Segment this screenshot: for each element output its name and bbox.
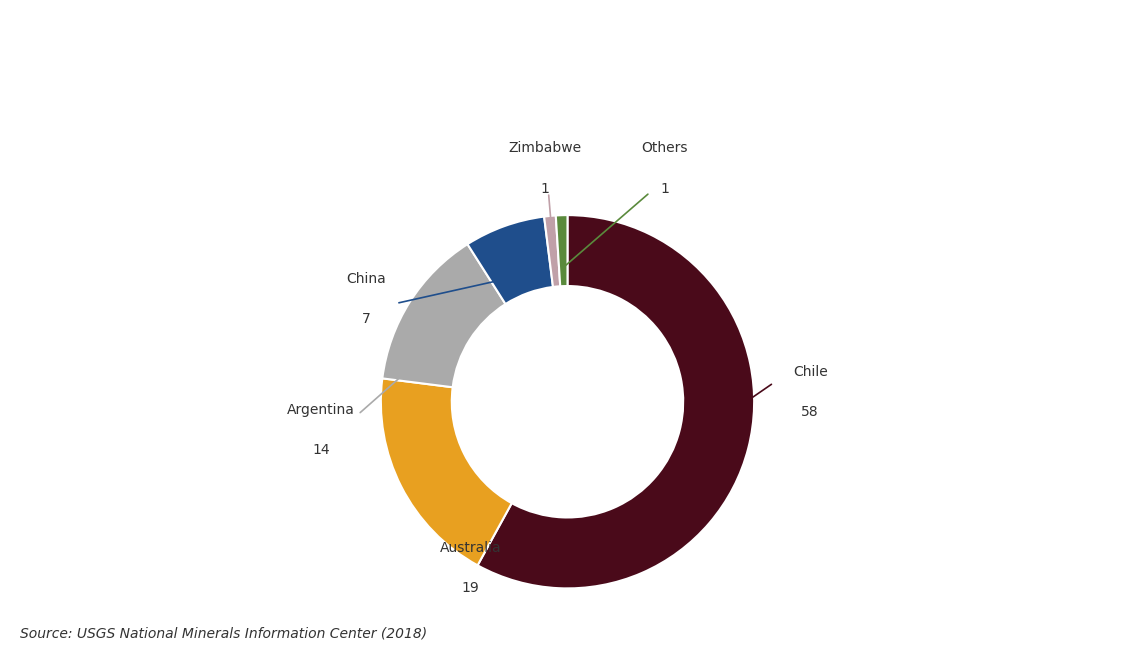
Text: Chile: Chile <box>792 365 827 379</box>
Text: 14: 14 <box>312 443 330 457</box>
Wedge shape <box>382 244 505 387</box>
Text: 58: 58 <box>801 405 819 419</box>
Text: Zimbabwe: Zimbabwe <box>508 141 581 155</box>
Wedge shape <box>381 379 512 565</box>
Text: (Percentage): (Percentage) <box>93 63 192 78</box>
Text: Argentina: Argentina <box>287 403 355 417</box>
Wedge shape <box>544 216 561 287</box>
Wedge shape <box>556 215 568 286</box>
Text: Source: USGS National Minerals Information Center (2018): Source: USGS National Minerals Informati… <box>20 627 428 641</box>
Text: Lithium reserves, 2018: Lithium reserves, 2018 <box>93 20 327 38</box>
Wedge shape <box>468 216 553 304</box>
Text: 1: 1 <box>661 182 669 196</box>
Text: 19: 19 <box>462 581 479 595</box>
Text: 1: 1 <box>540 182 549 196</box>
Text: Figure 3.: Figure 3. <box>20 20 111 38</box>
Text: China: China <box>346 272 386 286</box>
Text: 7: 7 <box>362 312 370 326</box>
Wedge shape <box>478 215 754 588</box>
Text: Australia: Australia <box>439 541 502 555</box>
Text: Others: Others <box>641 141 688 155</box>
